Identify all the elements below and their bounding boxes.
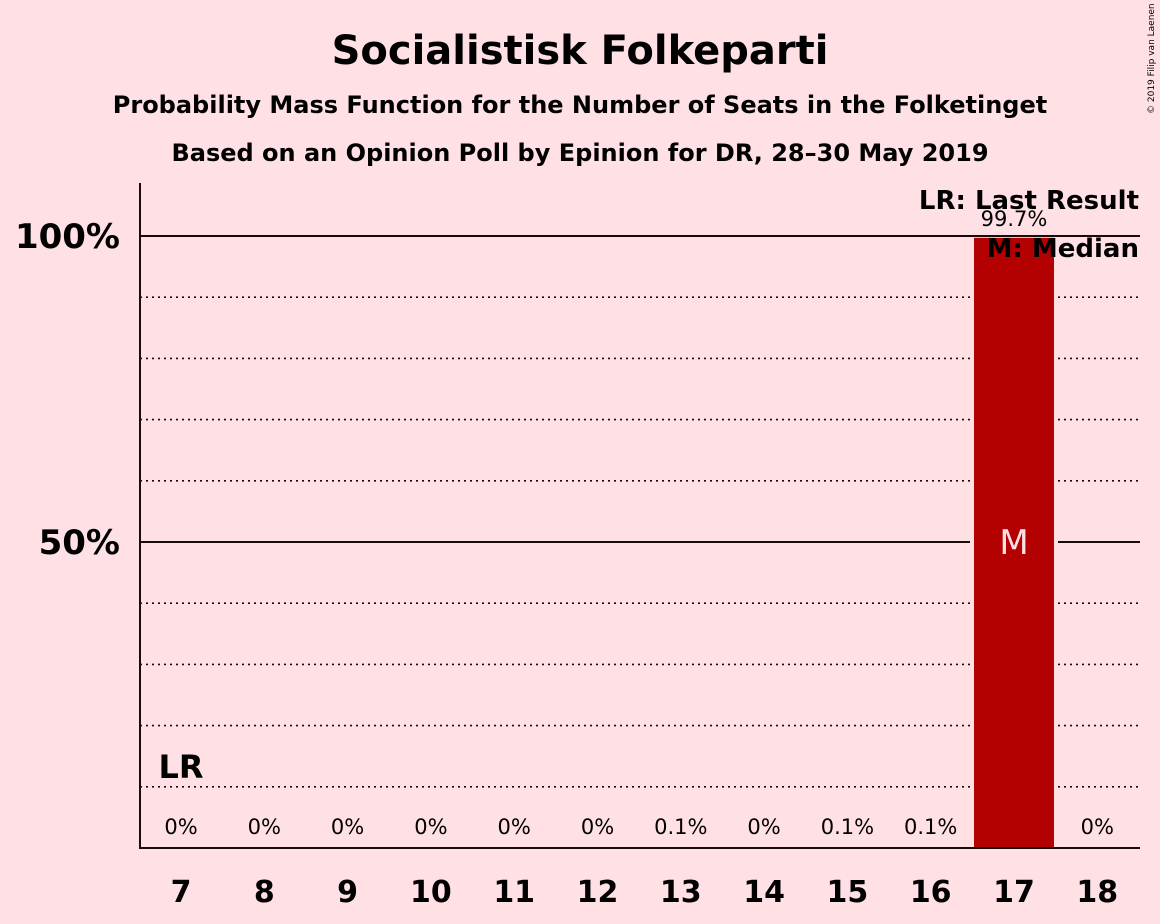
- median-marker: M: [999, 523, 1028, 563]
- x-tick-label: 13: [660, 875, 702, 910]
- x-tick-label: 17: [993, 875, 1035, 910]
- x-tick-label: 12: [577, 875, 619, 910]
- chart-subtitle-poll: Based on an Opinion Poll by Epinion for …: [171, 139, 988, 167]
- x-tick-label: 16: [910, 875, 952, 910]
- value-label: 0%: [331, 815, 364, 839]
- bars: [970, 237, 1058, 848]
- legend-median: M: Median: [987, 234, 1139, 264]
- x-tick-label: 11: [493, 875, 535, 910]
- value-label: 0%: [498, 815, 531, 839]
- x-tick-label: 10: [410, 875, 452, 910]
- chart-title: Socialistisk Folkeparti: [332, 28, 829, 74]
- y-tick-label: 100%: [15, 217, 120, 257]
- bar: [974, 237, 1054, 848]
- legend-last-result: LR: Last Result: [919, 186, 1139, 216]
- value-label: 0%: [164, 815, 197, 839]
- value-label: 0%: [248, 815, 281, 839]
- last-result-marker: LR: [158, 748, 203, 786]
- value-label: 0.1%: [654, 815, 707, 839]
- x-tick-label: 8: [254, 875, 275, 910]
- x-tick-label: 18: [1076, 875, 1118, 910]
- x-tick-label: 9: [337, 875, 358, 910]
- value-label: 0%: [581, 815, 614, 839]
- value-labels: 0% 0% 0% 0% 0% 0% 0.1% 0% 0.1% 0.1% 99.7% M 0%: [164, 207, 1114, 839]
- value-label: 0.1%: [821, 815, 874, 839]
- x-tick-label: 14: [743, 875, 785, 910]
- chart-subtitle: Probability Mass Function for the Number…: [113, 91, 1047, 119]
- x-tick-label: 15: [827, 875, 869, 910]
- x-tick-label: 7: [171, 875, 192, 910]
- value-label: 99.7%: [981, 207, 1048, 231]
- value-label: 0%: [747, 815, 780, 839]
- x-axis-ticks: 7 8 9 10 11 12 13 14 15 16 17 18: [171, 875, 1119, 910]
- value-label: 0%: [1081, 815, 1114, 839]
- y-tick-label: 50%: [39, 523, 120, 563]
- value-label: 0%: [414, 815, 447, 839]
- y-axis-ticks: 50% 100%: [15, 217, 120, 563]
- value-label: 0.1%: [904, 815, 957, 839]
- gridlines: [140, 235, 1140, 788]
- copyright-notice: © 2019 Filip van Laenen: [1147, 3, 1157, 114]
